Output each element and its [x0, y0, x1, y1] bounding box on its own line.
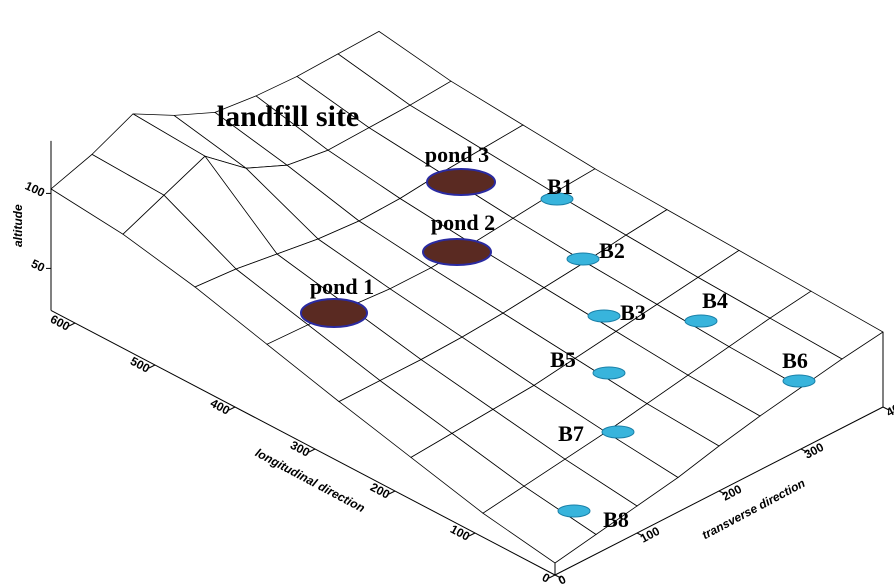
y-tick-label: 500 — [128, 354, 153, 376]
x-tick-label: 0 — [556, 572, 569, 585]
well-label: B7 — [558, 421, 584, 446]
z-tick-label: 100 — [23, 179, 47, 200]
well-marker — [593, 367, 625, 379]
y-axis-title: longitudinal direction — [253, 446, 367, 516]
pond-marker — [423, 239, 491, 265]
y-tick-label: 300 — [288, 438, 313, 460]
annotation: landfill site — [217, 100, 360, 133]
surface: 50100altitude010020030040050060001002003… — [11, 31, 894, 585]
x-tick-label: 300 — [802, 440, 827, 462]
chart: 50100altitude010020030040050060001002003… — [0, 0, 894, 585]
y-tick-label: 100 — [448, 522, 473, 544]
x-axis-title: transverse direction — [700, 476, 808, 542]
well-marker — [567, 253, 599, 265]
well-label: B8 — [603, 507, 629, 532]
well-label: B4 — [702, 288, 728, 313]
well-label: B2 — [599, 238, 625, 263]
y-tick-label: 600 — [48, 312, 73, 334]
well-marker — [558, 505, 590, 517]
x-tick-label: 200 — [720, 482, 745, 504]
pond-marker — [427, 169, 495, 195]
well-label: B5 — [550, 347, 576, 372]
well-label: B3 — [620, 300, 646, 325]
annotation: pond 3 — [425, 142, 489, 167]
annotation: pond 2 — [431, 210, 495, 235]
z-axis-title: altitude — [11, 204, 25, 247]
y-tick-label: 200 — [368, 480, 393, 502]
y-tick-label: 400 — [208, 396, 233, 418]
well-marker — [783, 375, 815, 387]
x-tick-label: 400 — [884, 398, 894, 420]
well-marker — [602, 426, 634, 438]
well-label: B1 — [547, 174, 573, 199]
annotation: pond 1 — [310, 274, 374, 299]
well-marker — [685, 315, 717, 327]
pond-marker — [301, 299, 367, 327]
x-tick-label: 100 — [638, 524, 663, 546]
well-label: B6 — [782, 348, 808, 373]
well-marker — [588, 310, 620, 322]
z-tick-label: 50 — [29, 256, 47, 274]
